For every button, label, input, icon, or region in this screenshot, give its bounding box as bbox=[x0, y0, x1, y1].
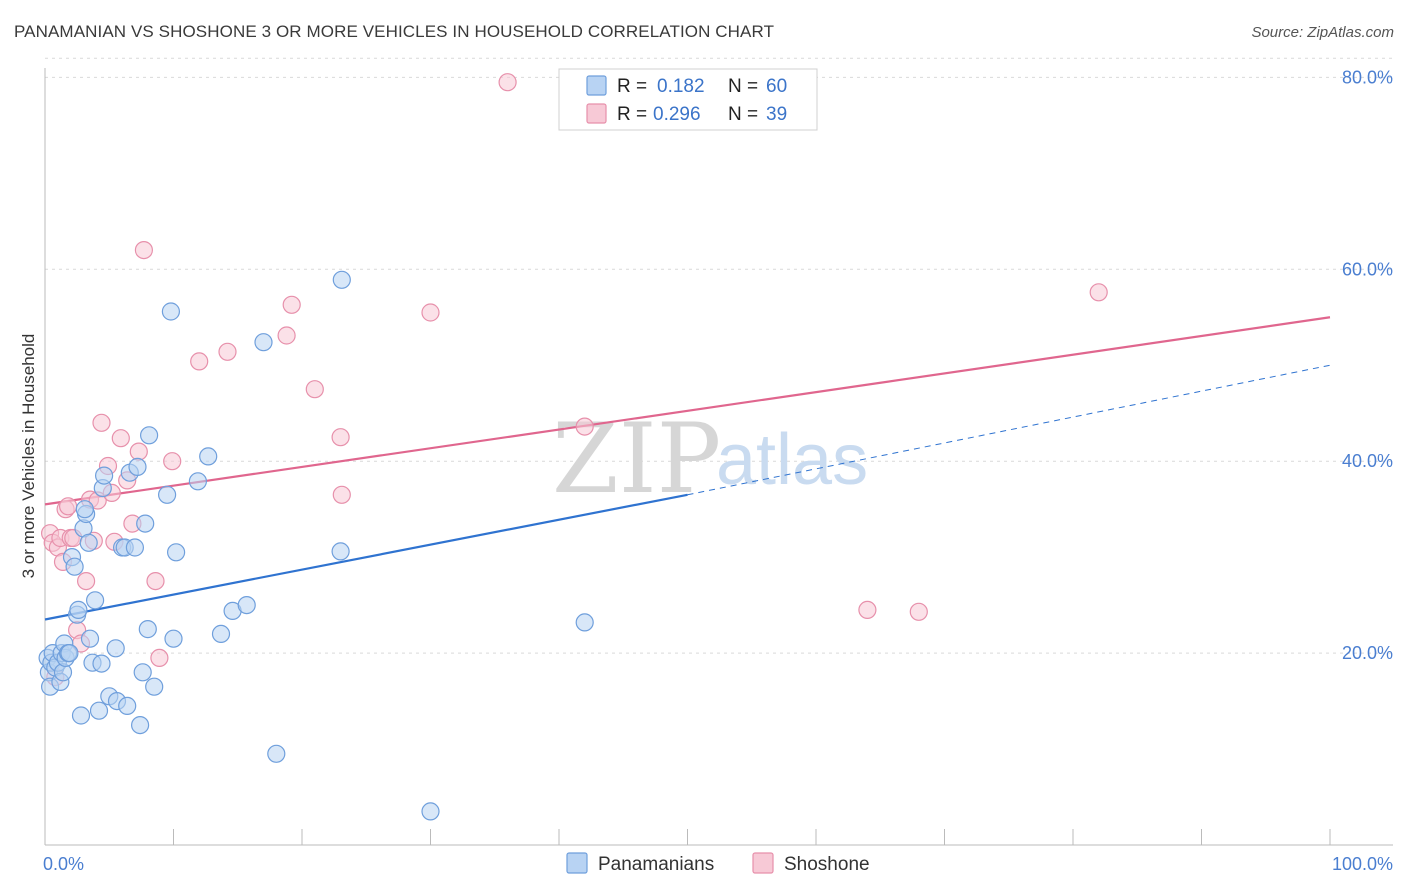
panamanians-point bbox=[164, 629, 183, 648]
panamanians-point bbox=[421, 802, 440, 821]
shoshone-point bbox=[218, 342, 237, 361]
panamanians-trend-line bbox=[44, 493, 688, 621]
shoshone-trend-line bbox=[44, 316, 1331, 506]
chart-title: PANAMANIAN VS SHOSHONE 3 OR MORE VEHICLE… bbox=[14, 22, 775, 41]
shoshone-point bbox=[134, 241, 153, 260]
panamanians-point bbox=[167, 543, 186, 562]
shoshone-point bbox=[146, 571, 165, 591]
legend-r-label-0: R = bbox=[617, 76, 647, 97]
panamanians-point bbox=[131, 715, 150, 735]
y-axis-title: 3 or more Vehicles in Household bbox=[19, 334, 38, 579]
panamanians-point bbox=[267, 744, 286, 763]
shoshone-point bbox=[111, 429, 130, 448]
y-tick-label: 80.0% bbox=[1342, 67, 1393, 87]
panamanians-point bbox=[199, 447, 218, 466]
shoshone-point bbox=[76, 571, 96, 591]
panamanians-point bbox=[92, 654, 111, 673]
panamanians-point bbox=[575, 613, 594, 632]
panamanians-point bbox=[89, 701, 109, 720]
watermark-zip: ZIP bbox=[552, 403, 721, 515]
shoshone-point bbox=[163, 452, 182, 471]
panamanians-point bbox=[128, 457, 147, 476]
points-layer bbox=[38, 73, 1108, 821]
shoshone-point bbox=[150, 648, 169, 668]
legend-n-value-0: 60 bbox=[766, 76, 787, 97]
x-tick-label-min: 0.0% bbox=[43, 854, 84, 874]
panamanians-point bbox=[136, 514, 155, 533]
shoshone-point bbox=[129, 442, 148, 461]
chart-source: Source: ZipAtlas.com bbox=[1251, 24, 1394, 41]
legend-r-label-1: R = bbox=[617, 104, 647, 125]
panamanians-point bbox=[211, 624, 231, 644]
shoshone-point bbox=[92, 413, 111, 432]
shoshone-point bbox=[331, 428, 350, 447]
panamanians-point bbox=[331, 542, 350, 561]
panamanians-point bbox=[158, 485, 177, 504]
legend-n-label-1: N = bbox=[728, 104, 758, 125]
panamanians-point bbox=[75, 500, 94, 519]
shoshone-point bbox=[282, 295, 301, 314]
panamanians-point bbox=[254, 333, 273, 352]
watermark: ZIP atlas bbox=[552, 403, 868, 515]
x-tick-label-max: 100.0% bbox=[1332, 854, 1393, 874]
panamanians-point bbox=[188, 472, 207, 491]
panamanians-point bbox=[65, 557, 84, 576]
panamanians-point bbox=[94, 466, 114, 485]
y-tick-label: 20.0% bbox=[1342, 643, 1393, 663]
panamanians-point bbox=[106, 639, 125, 658]
bottom-legend-label-shoshone: Shoshone bbox=[784, 854, 870, 875]
panamanians-point bbox=[332, 270, 351, 289]
y-tick-label: 40.0% bbox=[1342, 451, 1393, 471]
bottom-legend-label-panamanians: Panamanians bbox=[598, 854, 714, 875]
panamanians-point bbox=[140, 426, 159, 445]
y-tick-label: 60.0% bbox=[1342, 259, 1393, 279]
shoshone-point bbox=[1089, 283, 1108, 302]
trend-layer bbox=[44, 316, 1331, 621]
panamanians-point bbox=[125, 538, 144, 557]
top-legend: R = 0.182 N = 60 R = 0.296 N = 39 bbox=[558, 68, 818, 131]
shoshone-point bbox=[421, 303, 440, 322]
panamanians-point bbox=[79, 533, 98, 552]
shoshone-point bbox=[575, 417, 594, 436]
shoshone-point bbox=[858, 600, 877, 620]
shoshone-point bbox=[498, 73, 517, 92]
grid-layer: 20.0% 40.0% 60.0% 80.0% bbox=[45, 57, 1393, 663]
axis-layer bbox=[44, 68, 1393, 846]
panamanians-point bbox=[138, 619, 157, 639]
watermark-atlas: atlas bbox=[716, 420, 868, 500]
panamanians-point bbox=[71, 706, 91, 725]
panamanians-point bbox=[60, 643, 79, 663]
legend-n-label-0: N = bbox=[728, 76, 758, 97]
shoshone-point bbox=[305, 380, 324, 399]
panamanians-point bbox=[133, 663, 152, 682]
shoshone-point bbox=[277, 326, 296, 345]
bottom-legend-swatch-panamanians bbox=[566, 852, 588, 874]
shoshone-point bbox=[909, 602, 928, 621]
legend-swatch-panamanians bbox=[586, 75, 607, 96]
panamanians-point bbox=[85, 591, 105, 610]
panamanians-point bbox=[145, 677, 164, 696]
shoshone-point bbox=[190, 352, 209, 371]
bottom-legend: Panamanians Shoshone bbox=[566, 852, 870, 875]
panamanians-point bbox=[69, 600, 88, 620]
bottom-legend-swatch-shoshone bbox=[752, 852, 774, 874]
panamanians-point bbox=[118, 696, 137, 716]
shoshone-point bbox=[332, 485, 351, 504]
panamanians-point bbox=[80, 629, 100, 648]
panamanians-point bbox=[161, 302, 180, 321]
legend-r-value-0: 0.182 bbox=[657, 76, 705, 97]
legend-swatch-shoshone bbox=[586, 103, 607, 124]
legend-r-value-1: 0.296 bbox=[653, 104, 701, 125]
panamanians-point bbox=[237, 595, 256, 615]
legend-n-value-1: 39 bbox=[766, 104, 787, 125]
shoshone-point bbox=[58, 497, 78, 516]
